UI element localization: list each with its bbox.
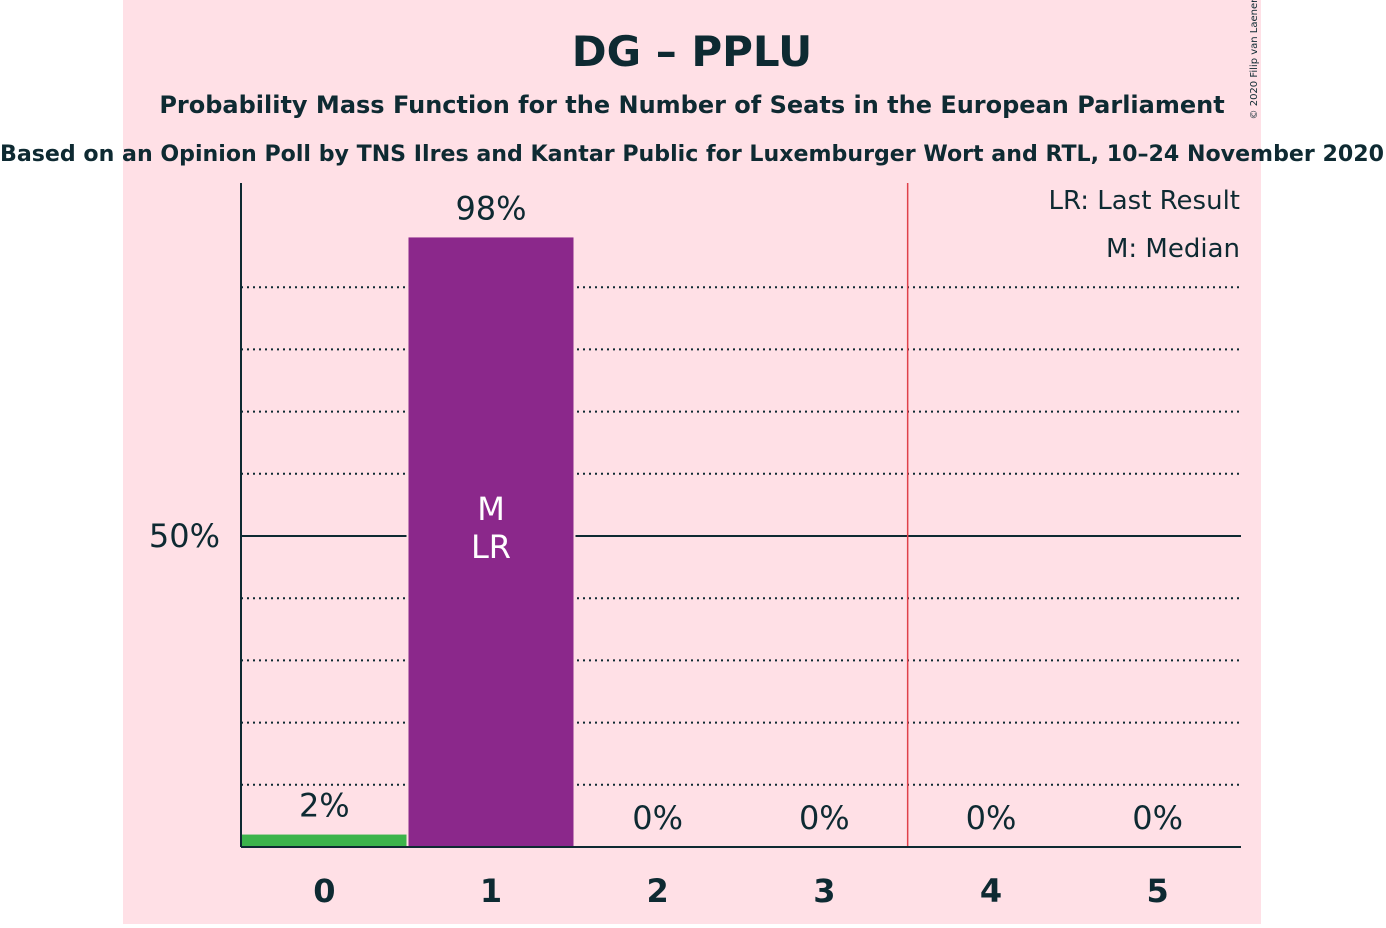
x-tick-label-2: 2 (647, 872, 669, 910)
x-tick-label-4: 4 (980, 872, 1002, 910)
chart-subtitle: Probability Mass Function for the Number… (159, 91, 1224, 119)
chart-background-panel (123, 0, 1261, 924)
bar-seats-0 (241, 834, 407, 847)
value-label-5: 0% (1132, 799, 1183, 837)
value-labels: 2% 98% 0% 0% 0% 0% MLR (299, 189, 1183, 837)
legend-entry-last-result: LR: Last Result (1048, 186, 1240, 216)
chart-source-line: Based on an Opinion Poll by TNS Ilres an… (0, 141, 1384, 167)
chart-title: DG – PPLU (572, 27, 813, 76)
bars (239, 237, 576, 847)
value-label-0: 2% (299, 787, 350, 825)
bar-marker-lr: LR (471, 528, 511, 566)
y-tick-label-50: 50% (149, 517, 220, 555)
x-tick-label-1: 1 (480, 872, 502, 910)
value-label-3: 0% (799, 799, 850, 837)
legend-entry-median: M: Median (1106, 234, 1240, 264)
value-label-4: 0% (966, 799, 1017, 837)
x-tick-label-0: 0 (313, 872, 335, 910)
x-tick-labels: 0 1 2 3 4 5 (313, 872, 1169, 910)
value-label-2: 0% (632, 799, 683, 837)
x-tick-label-5: 5 (1147, 872, 1169, 910)
x-tick-label-3: 3 (813, 872, 835, 910)
copyright-notice: © 2020 Filip van Laenen (1249, 0, 1260, 119)
bar-seats-1 (408, 237, 574, 847)
value-label-1: 98% (455, 189, 526, 227)
bar-marker-m: M (477, 490, 505, 528)
